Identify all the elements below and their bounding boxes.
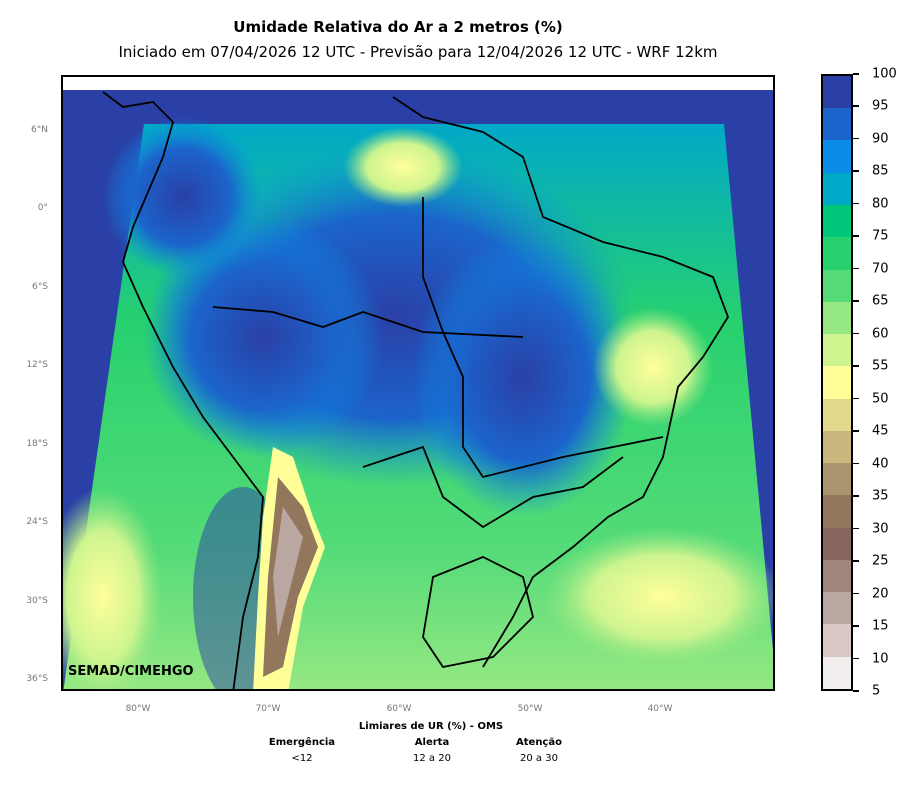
chart-title: Umidade Relativa do Ar a 2 metros (%) [233, 18, 563, 36]
colorbar-label: 45 [872, 423, 889, 439]
colorbar-tick [853, 235, 859, 237]
colorbar-label: 85 [872, 163, 889, 179]
colorbar-label: 30 [872, 521, 889, 537]
colorbar-tick [853, 397, 859, 400]
lat-tick: 0° [37, 203, 48, 213]
legend-atencao-label: Atenção [516, 737, 562, 748]
colorbar-label: 60 [872, 326, 889, 342]
colorbar-tick [853, 430, 859, 432]
colorbar-tick [853, 267, 859, 270]
colorbar-tick [853, 690, 859, 692]
legend-title: Limiares de UR (%) - OMS [358, 721, 504, 732]
lat-tick: 30°S [26, 596, 48, 606]
colorbar-tick [853, 137, 859, 140]
colorbar-tick [853, 657, 859, 660]
lon-tick: 50°W [517, 704, 543, 714]
colorbar-tick [853, 495, 859, 497]
chart-subtitle: Iniciado em 07/04/2026 12 UTC - Previsão… [118, 43, 718, 61]
legend-emergencia-range: <12 [291, 753, 313, 764]
colorbar-segment [823, 140, 851, 173]
colorbar-label: 100 [872, 66, 897, 82]
colorbar-label: 10 [872, 651, 889, 667]
colorbar-tick [853, 625, 859, 627]
colorbar-segment [823, 656, 851, 689]
lon-tick: 60°W [386, 704, 412, 714]
lat-tick: 36°S [26, 674, 48, 684]
lon-tick: 80°W [125, 704, 151, 714]
map-field [63, 90, 773, 689]
colorbar-label: 80 [872, 196, 889, 212]
colorbar-tick [853, 592, 859, 595]
colorbar-label: 35 [872, 488, 889, 504]
lon-tick: 40°W [647, 704, 673, 714]
colorbar-segment [823, 172, 851, 206]
legend-alerta-range: 12 a 20 [413, 753, 451, 764]
colorbar-tick [853, 365, 859, 367]
legend-atencao-range: 20 a 30 [520, 753, 558, 764]
colorbar-tick [853, 202, 859, 205]
humidity-map [61, 75, 775, 691]
colorbar-segment [823, 495, 851, 528]
colorbar-segment [823, 624, 851, 657]
colorbar-segment [823, 205, 851, 238]
colorbar-label: 15 [872, 618, 889, 634]
colorbar-tick [853, 73, 859, 75]
lat-tick: 18°S [26, 439, 48, 449]
colorbar-segment [823, 559, 851, 593]
colorbar-segment [823, 527, 851, 560]
colorbar-tick [853, 560, 859, 562]
colorbar-segment [823, 366, 851, 399]
colorbar-label: 25 [872, 553, 889, 569]
colorbar-label: 70 [872, 261, 889, 277]
colorbar-label: 20 [872, 586, 889, 602]
colorbar-tick [853, 105, 859, 107]
colorbar-tick [853, 527, 859, 530]
colorbar-segment [823, 269, 851, 302]
lat-tick: 6°S [32, 282, 48, 292]
colorbar-segment [823, 75, 851, 109]
legend-emergencia-label: Emergência [268, 737, 336, 748]
colorbar-tick [853, 462, 859, 465]
colorbar-label: 90 [872, 131, 889, 147]
colorbar-label: 5 [872, 683, 881, 699]
lat-tick: 12°S [26, 360, 48, 370]
colorbar-tick [853, 332, 859, 335]
colorbar-label: 65 [872, 293, 889, 309]
colorbar-label: 50 [872, 391, 889, 407]
colorbar-segment [823, 398, 851, 431]
colorbar-label: 40 [872, 456, 889, 472]
legend-alerta-label: Alerta [414, 737, 450, 748]
colorbar-segment [823, 592, 851, 625]
lat-tick: 24°S [26, 517, 48, 527]
colorbar-label: 75 [872, 228, 889, 244]
colorbar-label: 55 [872, 358, 889, 374]
colorbar-segment [823, 301, 851, 335]
colorbar-tick [853, 300, 859, 302]
colorbar-segment [823, 430, 851, 464]
colorbar [821, 74, 853, 691]
colorbar-tick [853, 170, 859, 172]
lat-tick: 6°N [31, 125, 48, 135]
colorbar-segment [823, 237, 851, 270]
watermark: SEMAD/CIMEHGO [68, 664, 194, 679]
colorbar-segment [823, 108, 851, 141]
lon-tick: 70°W [255, 704, 281, 714]
colorbar-segment [823, 334, 851, 367]
colorbar-segment [823, 463, 851, 496]
colorbar-label: 95 [872, 98, 889, 114]
